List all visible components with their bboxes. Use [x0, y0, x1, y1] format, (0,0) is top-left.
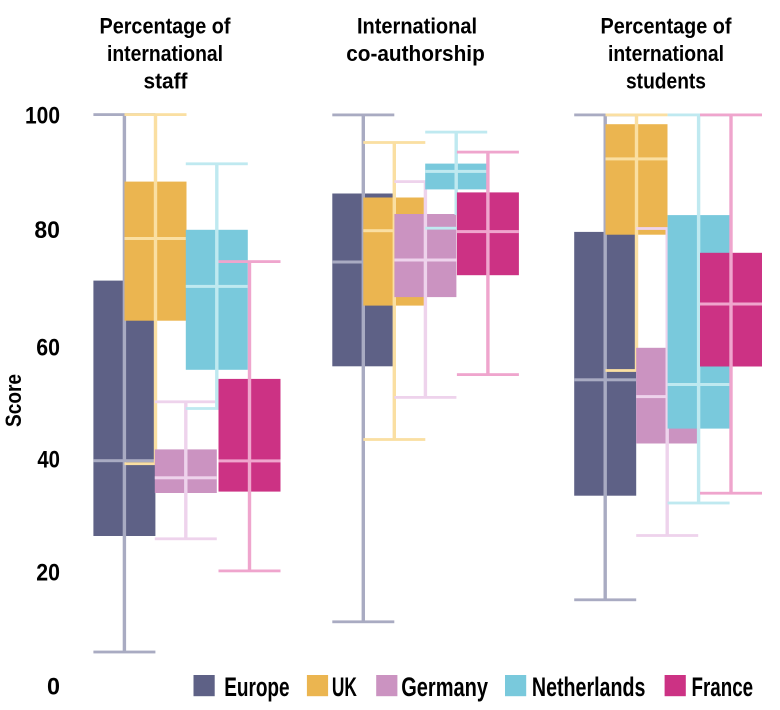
- svg-text:Netherlands: Netherlands: [532, 672, 646, 702]
- svg-text:100: 100: [25, 103, 60, 130]
- svg-text:60: 60: [36, 335, 60, 362]
- svg-text:40: 40: [37, 447, 60, 474]
- svg-text:UK: UK: [332, 672, 357, 702]
- svg-text:Europe: Europe: [224, 672, 289, 702]
- svg-text:staff: staff: [144, 69, 189, 94]
- svg-text:Score: Score: [1, 374, 26, 427]
- svg-text:Percentage of: Percentage of: [601, 14, 733, 39]
- svg-text:80: 80: [34, 217, 60, 244]
- svg-text:co-authorship: co-authorship: [346, 41, 485, 66]
- svg-text:0: 0: [47, 674, 60, 701]
- svg-text:20: 20: [36, 560, 60, 587]
- svg-text:France: France: [692, 672, 754, 702]
- svg-text:students: students: [626, 69, 706, 94]
- svg-text:International: International: [357, 14, 477, 39]
- svg-text:international: international: [608, 41, 724, 66]
- svg-text:Germany: Germany: [401, 672, 488, 702]
- svg-text:Percentage of: Percentage of: [100, 14, 232, 39]
- svg-text:international: international: [107, 41, 223, 66]
